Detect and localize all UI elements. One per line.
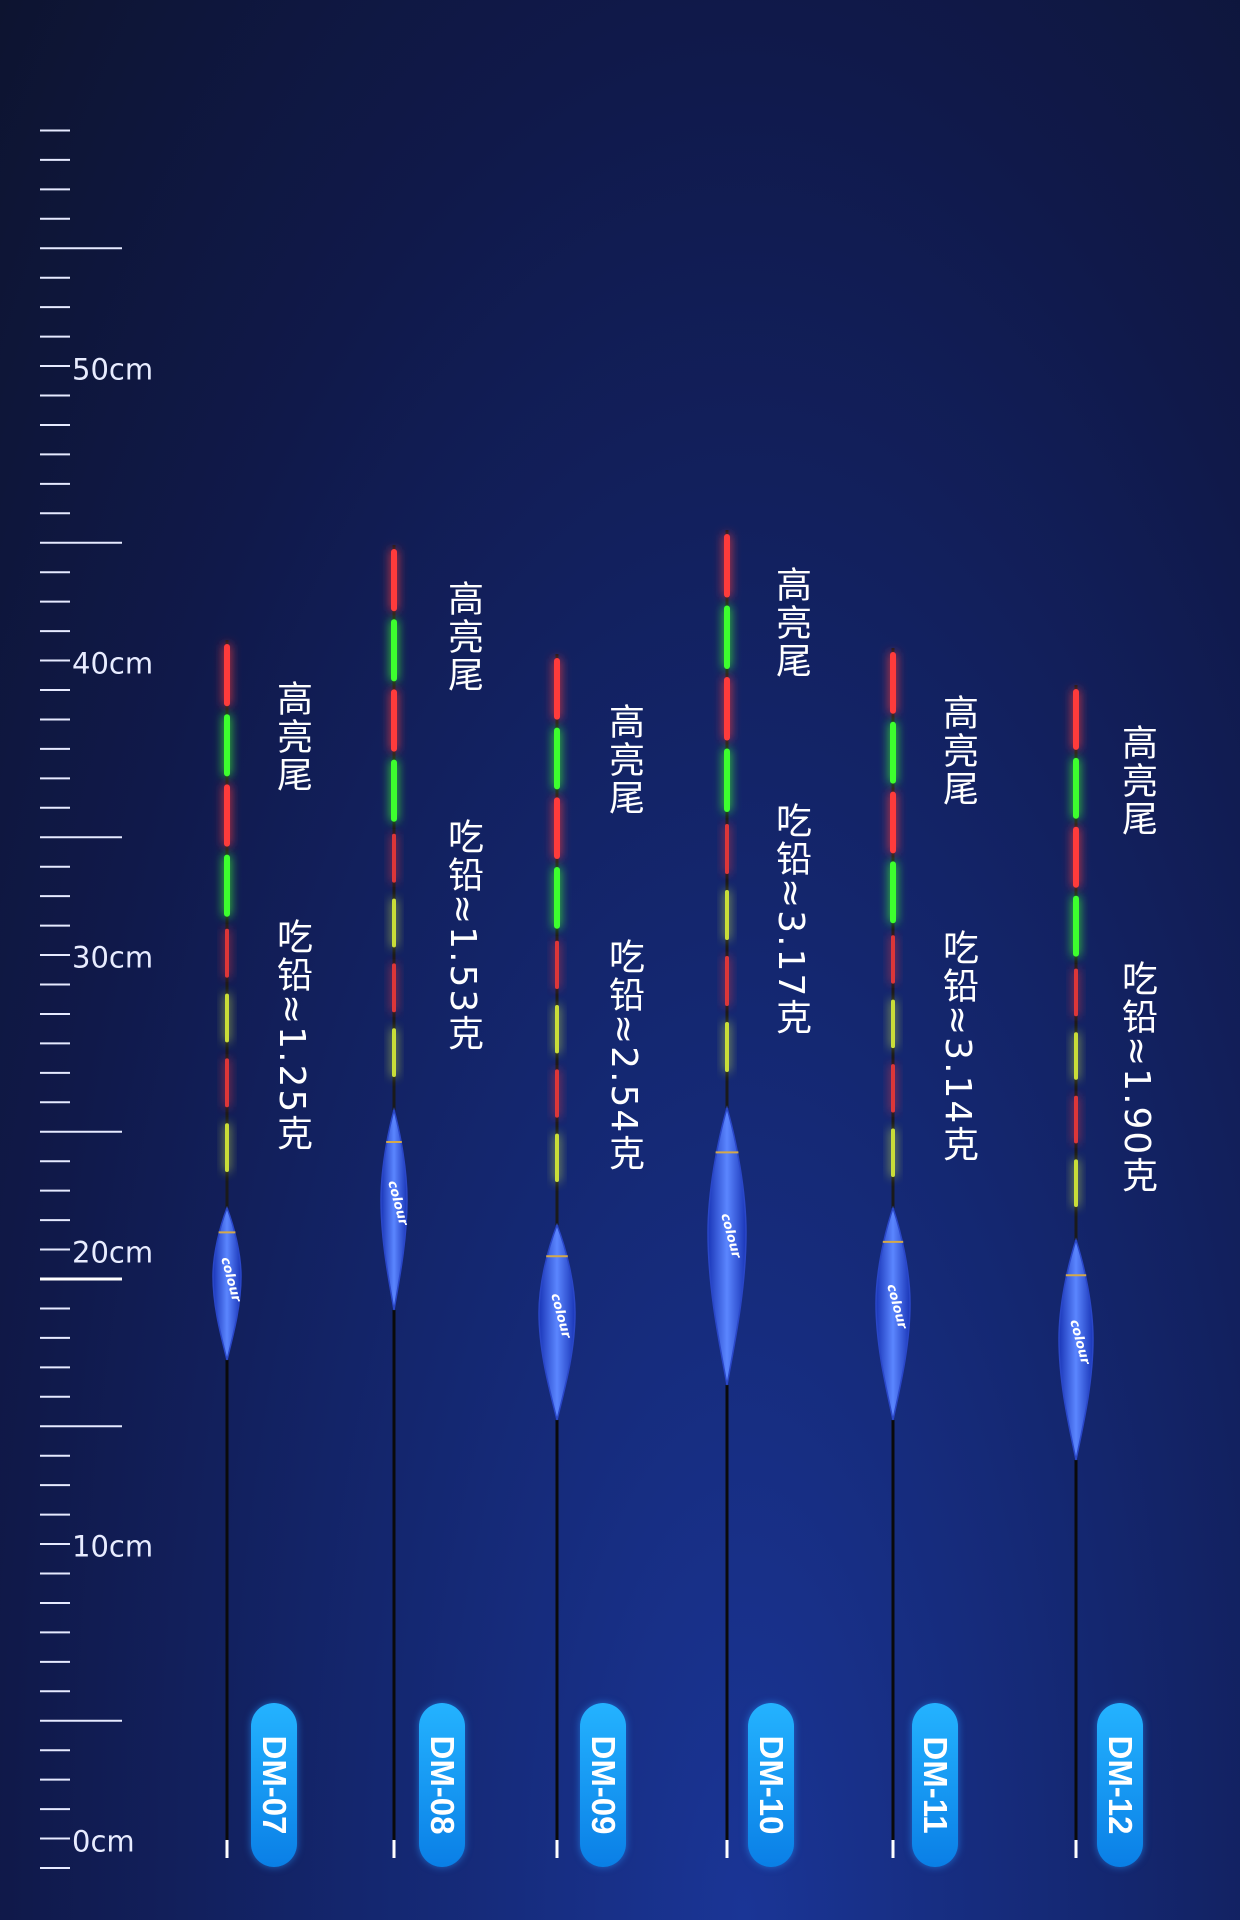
float-body [380,1107,408,1311]
float-tip-segment-bright [224,714,230,777]
float-tip-segment-dim [392,963,396,1013]
float-tip-segment-dim [555,1069,559,1118]
float-tip-segment-dim [1074,1159,1078,1207]
float-dm-09: colour 高亮尾 吃铅≈2.54克 DM-09 [0,0,644,1920]
float-tip-segment-dim [725,824,729,874]
float-tip-segment-bright [1073,826,1079,888]
float-dm-12-weight: 吃铅≈1.90克 [1116,960,1157,1195]
float-tip-segment-dim [392,898,396,948]
ruler-label-0cm: 0cm [72,1824,135,1859]
float-tip-segment-dim [891,935,895,984]
float-dm-07: colour 高亮尾 吃铅≈1.25克 DM-07 [0,0,312,1920]
float-tip-segment-dim [891,1064,895,1113]
float-tip-segment-dim [891,1128,895,1177]
float-body [1058,1237,1094,1461]
float-tip-segment-dim [555,940,559,990]
float-tip-segment-bright [391,549,397,612]
float-tip-segment-bright [554,727,560,790]
float-dm-10-model-badge: DM-10 [748,1703,794,1867]
float-dm-07-model-badge: DM-07 [251,1703,297,1867]
float-tip-segment-bright [724,748,730,812]
float-dm-07-tag: 高亮尾 [271,680,312,794]
ruler-label-10cm: 10cm [72,1529,154,1564]
float-tip-segment-dim [225,1058,229,1108]
float-dm-08-tag: 高亮尾 [442,580,483,694]
ruler-label-40cm: 40cm [72,646,154,681]
ruler-label-50cm: 50cm [72,352,154,387]
float-dm-10: colour 高亮尾 吃铅≈3.17克 DM-10 [0,0,811,1920]
float-tip-segment-bright [391,619,397,682]
float-dm-12-model: DM-12 [1102,1735,1139,1835]
float-body [538,1222,576,1421]
float-tip-segment-bright [1073,689,1079,750]
float-body [212,1205,242,1361]
float-dm-11-weight: 吃铅≈3.14克 [937,929,978,1164]
float-tip-segment-bright [554,797,560,860]
float-dm-10-weight: 吃铅≈3.17克 [770,802,811,1037]
float-dm-09-weight: 吃铅≈2.54克 [603,938,644,1173]
float-tip-segment-dim [555,1005,559,1054]
float-dm-11-model-badge: DM-11 [912,1703,958,1867]
float-tip-segment-bright [1073,895,1079,957]
float-tip-segment-bright [1073,757,1079,819]
float-body [875,1205,911,1421]
float-tip-segment-dim [1074,968,1078,1017]
float-tip-segment-dim [392,1028,396,1077]
float-tip-segment-dim [225,928,229,978]
float-tip-segment-dim [225,993,229,1043]
float-tip-segment-bright [224,644,230,707]
float-tip-segment-dim [1074,1095,1078,1144]
float-dm-08-weight: 吃铅≈1.53克 [442,818,483,1053]
float-dm-08-model-badge: DM-08 [419,1703,465,1867]
float-dm-11: colour 高亮尾 吃铅≈3.14克 DM-11 [0,0,978,1920]
float-tip-segment-bright [724,534,730,598]
float-tip-segment-bright [391,759,397,822]
float-tip-segment-dim [725,956,729,1006]
float-tip-segment-bright [890,721,896,784]
ruler [40,129,122,1869]
float-dm-07-weight: 吃铅≈1.25克 [271,918,312,1153]
float-tip-segment-bright [554,867,560,929]
float-tip-segment-bright [224,854,230,917]
float-tip-segment-dim [555,1133,559,1182]
float-body [707,1105,747,1386]
ruler-label-20cm: 20cm [72,1235,154,1270]
float-tip-segment-bright [724,605,730,669]
float-tip-segment-bright [890,861,896,924]
float-tip-segment-dim [725,1022,729,1072]
float-dm-12-model-badge: DM-12 [1097,1703,1143,1867]
float-dm-12-tag: 高亮尾 [1116,724,1157,838]
float-tip-segment-bright [391,689,397,752]
float-tip-segment-dim [225,1123,229,1172]
float-tip-segment-dim [1074,1032,1078,1080]
float-tip-segment-dim [392,833,396,883]
float-dm-11-tag: 高亮尾 [937,694,978,808]
float-dm-12: colour 高亮尾 吃铅≈1.90克 DM-12 [0,0,1157,1920]
float-tip-segment-bright [890,652,896,714]
float-dm-09-tag: 高亮尾 [603,703,644,817]
float-tip-segment-bright [224,784,230,847]
float-dm-09-model-badge: DM-09 [580,1703,626,1867]
float-dm-10-tag: 高亮尾 [770,566,811,680]
float-tip-segment-bright [554,658,560,720]
float-tip-segment-bright [890,791,896,854]
ruler-label-30cm: 30cm [72,940,154,975]
float-tip-segment-dim [891,999,895,1049]
float-dm-08: colour 高亮尾 吃铅≈1.53克 DM-08 [0,0,483,1920]
float-tip-segment-dim [725,890,729,940]
float-tip-segment-bright [724,677,730,741]
